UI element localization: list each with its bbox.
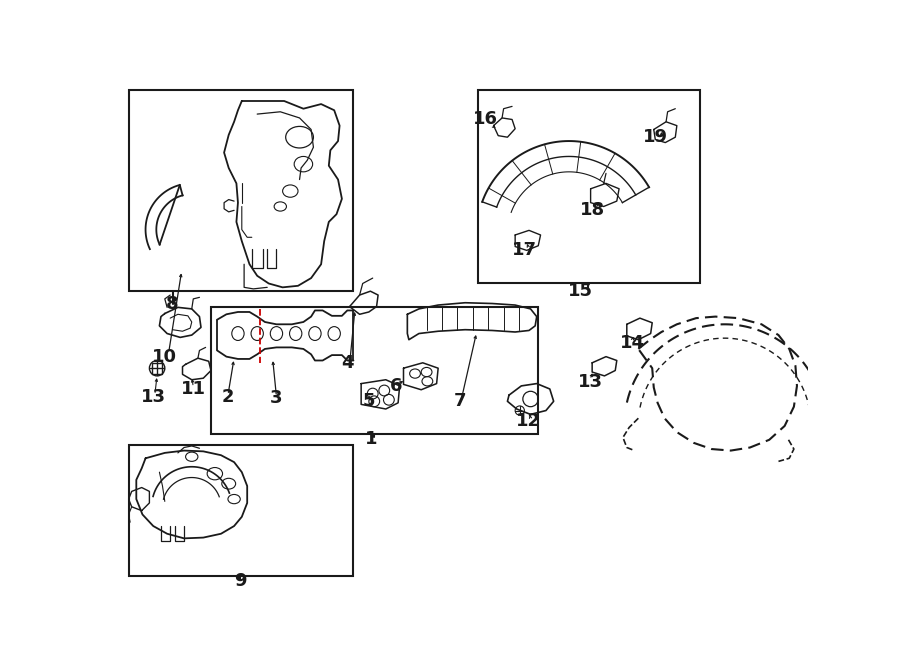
Text: 3: 3 — [270, 389, 283, 407]
Text: 14: 14 — [620, 334, 644, 352]
Text: 8: 8 — [166, 295, 179, 313]
Bar — [129, 90, 354, 291]
Text: 11: 11 — [181, 380, 206, 398]
Bar — [129, 445, 354, 576]
Text: 10: 10 — [152, 348, 177, 365]
Text: 17: 17 — [512, 242, 537, 260]
Text: 12: 12 — [516, 412, 541, 430]
Bar — [152, 363, 163, 373]
Text: 13: 13 — [578, 373, 603, 391]
Bar — [478, 90, 700, 283]
Text: 19: 19 — [643, 128, 668, 146]
Text: 6: 6 — [390, 377, 402, 395]
Text: 15: 15 — [568, 282, 593, 300]
Text: 16: 16 — [473, 111, 499, 128]
Text: 13: 13 — [140, 388, 166, 406]
Text: 4: 4 — [341, 354, 354, 372]
Text: 7: 7 — [454, 393, 466, 410]
Text: 18: 18 — [580, 201, 605, 219]
Text: 9: 9 — [234, 573, 247, 591]
Bar — [211, 307, 538, 434]
Text: 1: 1 — [364, 430, 377, 448]
Text: 2: 2 — [221, 389, 234, 406]
Text: 5: 5 — [363, 393, 375, 410]
